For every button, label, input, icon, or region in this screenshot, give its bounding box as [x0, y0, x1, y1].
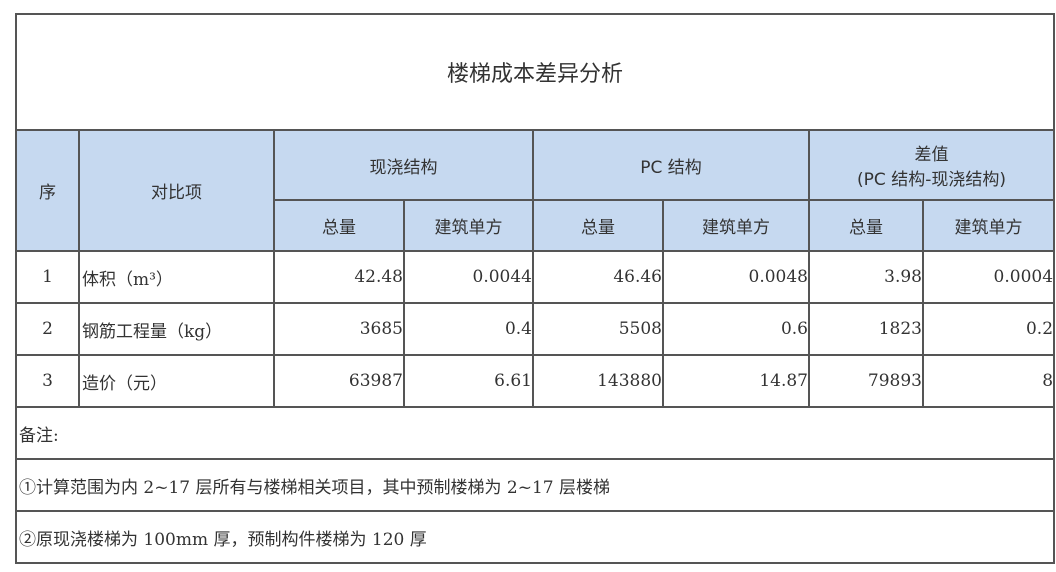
- cell-pc-total: 143880: [532, 354, 664, 408]
- table-row: 1 体积（m³） 42.48 0.0044 46.46 0.0048 3.98 …: [15, 250, 1056, 304]
- cell-cip-per: 0.4: [403, 302, 534, 356]
- cell-cip-total: 42.48: [273, 250, 405, 304]
- cell-item: 造价（元）: [78, 354, 275, 408]
- cell-pc-per: 0.0048: [662, 250, 810, 304]
- header-cip-per: 建筑单方: [403, 199, 534, 252]
- header-pc-per: 建筑单方: [662, 199, 810, 252]
- cell-item: 钢筋工程量（kg）: [78, 302, 275, 356]
- cell-cip-total: 63987: [273, 354, 405, 408]
- cell-cip-total: 3685: [273, 302, 405, 356]
- cell-index: 2: [15, 302, 80, 356]
- header-diff-line2: (PC 结构-现浇结构): [857, 170, 1006, 190]
- header-diff-per: 建筑单方: [921, 199, 1056, 252]
- cell-index: 3: [15, 354, 80, 408]
- header-pc-total: 总量: [532, 199, 664, 252]
- header-diff-line1: 差值: [914, 145, 949, 165]
- cell-item: 体积（m³）: [78, 250, 275, 304]
- header-pc: PC 结构: [532, 129, 810, 201]
- cell-diff-total: 1823: [808, 302, 924, 356]
- header-diff: 差值 (PC 结构-现浇结构): [807, 129, 1056, 201]
- cost-comparison-table: 楼梯成本差异分析 序 对比项 现浇结构 PC 结构 差值 (PC 结构-现浇结构…: [14, 13, 1056, 564]
- cell-pc-per: 14.87: [662, 354, 810, 408]
- header-cast-in-place: 现浇结构: [273, 129, 534, 201]
- cell-pc-total: 46.46: [532, 250, 664, 304]
- cell-diff-per: 0.0004: [921, 250, 1056, 304]
- cell-cip-per: 6.61: [403, 354, 534, 408]
- cell-diff-per: 0.2: [921, 302, 1056, 356]
- cell-diff-total: 79893: [808, 354, 924, 408]
- table-row: 3 造价（元） 63987 6.61 143880 14.87 79893 8: [15, 354, 1056, 408]
- header-item: 对比项: [78, 129, 275, 252]
- header-diff-total: 总量: [808, 199, 924, 252]
- cell-diff-total: 3.98: [808, 250, 924, 304]
- table-title: 楼梯成本差异分析: [14, 13, 1056, 131]
- note-item: ②原现浇楼梯为 100mm 厚，预制构件楼梯为 120 厚: [14, 510, 1056, 564]
- cell-index: 1: [15, 250, 80, 304]
- note-item: ①计算范围为内 2~17 层所有与楼梯相关项目，其中预制楼梯为 2~17 层楼梯: [14, 458, 1056, 512]
- notes-label: 备注:: [14, 406, 1056, 460]
- header-cip-total: 总量: [273, 199, 405, 252]
- cell-pc-total: 5508: [532, 302, 664, 356]
- table-row: 2 钢筋工程量（kg） 3685 0.4 5508 0.6 1823 0.2: [15, 302, 1056, 356]
- cell-diff-per: 8: [921, 354, 1056, 408]
- header-index: 序: [15, 129, 80, 252]
- cell-pc-per: 0.6: [662, 302, 810, 356]
- cell-cip-per: 0.0044: [403, 250, 534, 304]
